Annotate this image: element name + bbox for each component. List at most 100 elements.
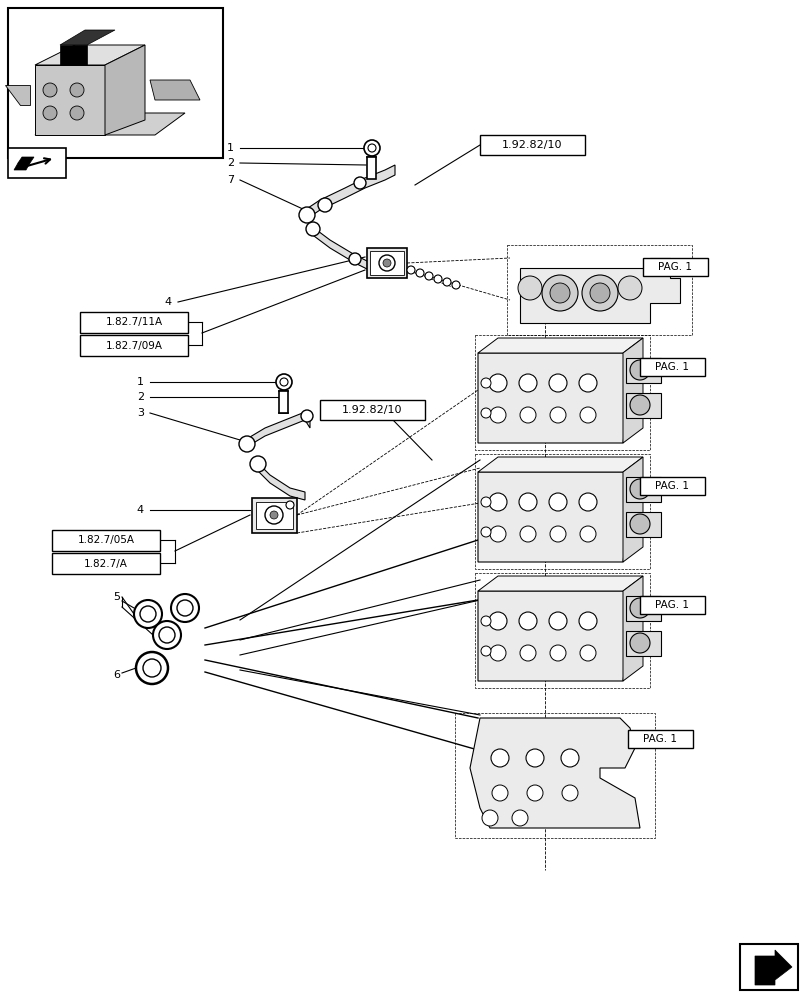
Bar (474, 335, 649, 450)
Bar (474, 573, 649, 688)
Polygon shape (35, 113, 185, 135)
Polygon shape (150, 80, 200, 100)
Circle shape (43, 106, 57, 120)
Bar (739, 944, 797, 990)
Text: 1.92.82/10: 1.92.82/10 (502, 140, 562, 150)
Polygon shape (60, 45, 87, 65)
Circle shape (512, 810, 527, 826)
Circle shape (424, 272, 432, 280)
Circle shape (363, 140, 380, 156)
Bar (251, 498, 297, 533)
Circle shape (482, 810, 497, 826)
Circle shape (159, 627, 175, 643)
Circle shape (143, 659, 161, 677)
Circle shape (560, 749, 578, 767)
Polygon shape (310, 225, 389, 278)
Circle shape (561, 785, 577, 801)
Circle shape (519, 645, 535, 661)
Circle shape (518, 493, 536, 511)
Text: 1.82.7/11A: 1.82.7/11A (105, 318, 162, 328)
Text: 1: 1 (137, 377, 144, 387)
Circle shape (549, 283, 569, 303)
Polygon shape (60, 30, 115, 45)
Polygon shape (622, 457, 642, 562)
Circle shape (581, 275, 617, 311)
Circle shape (548, 493, 566, 511)
Polygon shape (105, 45, 145, 135)
Circle shape (301, 410, 312, 422)
Bar (625, 596, 660, 621)
Circle shape (280, 378, 288, 386)
Circle shape (488, 493, 506, 511)
Bar (639, 477, 704, 495)
Circle shape (238, 436, 255, 452)
Bar (639, 596, 704, 614)
Circle shape (578, 374, 596, 392)
Circle shape (480, 378, 491, 388)
Text: PAG. 1: PAG. 1 (654, 600, 689, 610)
Circle shape (306, 222, 320, 236)
Text: 6: 6 (113, 670, 120, 680)
Circle shape (415, 269, 423, 277)
Text: 1.82.7/05A: 1.82.7/05A (77, 536, 135, 546)
Circle shape (488, 374, 506, 392)
Circle shape (579, 645, 595, 661)
Circle shape (480, 497, 491, 507)
Circle shape (433, 275, 441, 283)
Circle shape (517, 276, 541, 300)
Circle shape (590, 283, 609, 303)
Circle shape (452, 281, 460, 289)
Circle shape (549, 407, 565, 423)
Circle shape (264, 506, 283, 524)
Text: 1.92.82/10: 1.92.82/10 (341, 405, 402, 415)
Circle shape (489, 407, 505, 423)
Bar (8, 8, 223, 158)
Circle shape (480, 408, 491, 418)
Text: PAG. 1: PAG. 1 (654, 362, 689, 372)
Circle shape (276, 374, 292, 390)
Bar (8, 148, 66, 178)
Bar (52, 553, 160, 574)
Text: 4: 4 (137, 505, 144, 515)
Circle shape (578, 493, 596, 511)
Bar (279, 391, 288, 413)
Bar (367, 157, 375, 179)
Bar (625, 631, 660, 656)
Bar (506, 245, 691, 335)
Polygon shape (5, 85, 30, 105)
Bar (625, 477, 660, 502)
Circle shape (383, 259, 391, 267)
Bar (255, 502, 293, 529)
Circle shape (548, 612, 566, 630)
Circle shape (367, 144, 375, 152)
Text: PAG. 1: PAG. 1 (642, 734, 676, 744)
Bar (625, 358, 660, 383)
Circle shape (354, 177, 366, 189)
Circle shape (152, 621, 181, 649)
Bar (479, 135, 584, 155)
Polygon shape (478, 457, 642, 472)
Polygon shape (14, 163, 30, 170)
Bar (639, 358, 704, 376)
Circle shape (171, 594, 199, 622)
Text: 1: 1 (227, 143, 234, 153)
Circle shape (629, 479, 649, 499)
Circle shape (629, 395, 649, 415)
Bar (474, 454, 649, 569)
Circle shape (549, 526, 565, 542)
Bar (627, 730, 692, 748)
Polygon shape (35, 65, 105, 135)
Polygon shape (478, 338, 642, 353)
Circle shape (480, 527, 491, 537)
Bar (320, 400, 424, 420)
Bar (625, 512, 660, 537)
Text: PAG. 1: PAG. 1 (658, 262, 692, 272)
Polygon shape (35, 45, 145, 65)
Circle shape (480, 616, 491, 626)
Bar (625, 393, 660, 418)
Polygon shape (255, 460, 305, 500)
Circle shape (491, 785, 508, 801)
Polygon shape (519, 258, 679, 323)
Circle shape (70, 83, 84, 97)
Bar (367, 248, 406, 278)
